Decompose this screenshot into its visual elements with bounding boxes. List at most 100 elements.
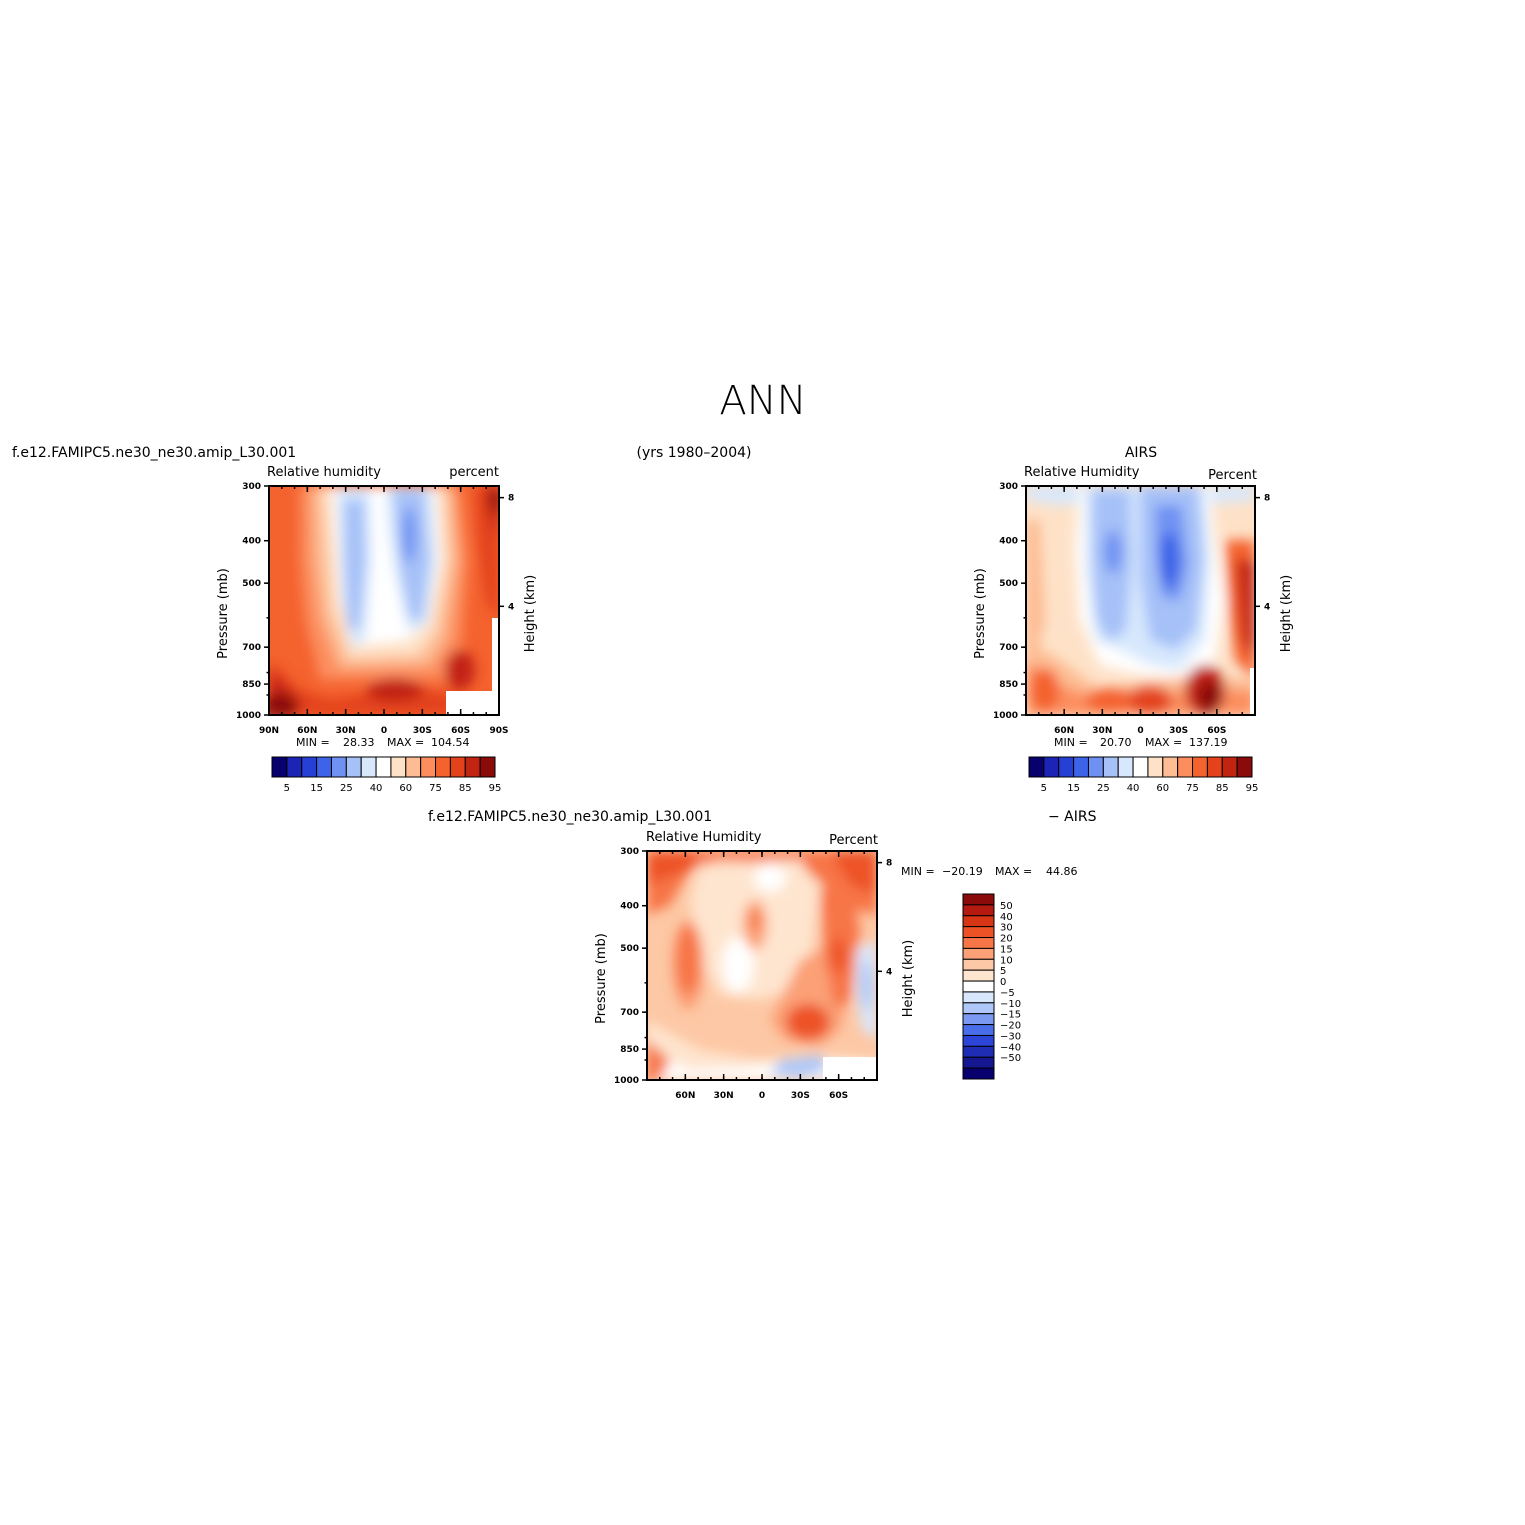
obs-colorbar-swatch — [1221, 756, 1238, 778]
diff-ytick-label: 300 — [620, 847, 639, 857]
model-colorbar-swatch — [271, 756, 288, 778]
model-xtick-label: 0 — [381, 726, 387, 736]
model-colorbar-label: 25 — [340, 783, 353, 794]
diff-ytick-label: 700 — [620, 1008, 639, 1018]
obs-colorbar-label: 40 — [1127, 783, 1140, 794]
diff-xtick-label: 0 — [759, 1091, 765, 1101]
model-max-value: 104.54 — [431, 736, 470, 749]
model-ytick-label: 1000 — [236, 711, 261, 721]
years-label: (yrs 1980–2004) — [637, 445, 752, 461]
model-ytick-label: 850 — [242, 680, 261, 690]
page-title: ANN — [719, 378, 806, 424]
diff-xtick-label: 60S — [829, 1091, 848, 1101]
diff-xtick-label: 30N — [714, 1091, 734, 1101]
model-ylabel: Pressure (mb) — [216, 568, 231, 659]
diff-colorbar-swatch — [962, 1002, 995, 1015]
model-colorbar-swatch — [390, 756, 407, 778]
diff-colorbar-swatch — [962, 1067, 995, 1080]
diff-plot-title: Relative Humidity — [646, 830, 762, 845]
model-colorbar-swatch — [479, 756, 496, 778]
diff-colorbar-swatch — [962, 947, 995, 960]
obs-panel: Relative Humidity Percent — [973, 465, 1294, 794]
obs-colorbar-swatch — [1043, 756, 1060, 778]
model-xtick-label: 60N — [297, 726, 317, 736]
model-units: percent — [449, 465, 499, 480]
obs-colorbar-swatch — [1177, 756, 1194, 778]
model-colorbar-swatch — [464, 756, 481, 778]
obs-ytick-label: 850 — [999, 680, 1018, 690]
model-min-label: MIN = — [296, 736, 330, 749]
obs-xtick-label: 60N — [1054, 726, 1074, 736]
model-colorbar: 5 15 25 40 60 75 85 95 — [271, 756, 502, 794]
diff-colorbar-swatch — [962, 893, 995, 906]
model-xtick-label: 30S — [413, 726, 432, 736]
obs-max-label: MAX = — [1145, 736, 1182, 749]
model-xtick-label: 90S — [489, 726, 508, 736]
model-ytick-label: 300 — [242, 482, 261, 492]
obs-colorbar-swatch — [1206, 756, 1223, 778]
model-max-label: MAX = — [387, 736, 424, 749]
diff-colorbar-label: −5 — [1000, 988, 1015, 999]
model-panel: Relative humidity percent — [216, 465, 538, 794]
model-ytick-label: 700 — [242, 643, 261, 653]
model-colorbar-swatch — [405, 756, 422, 778]
obs-colorbar: 5 15 25 40 60 75 85 95 — [1028, 756, 1259, 794]
obs-colorbar-swatch — [1117, 756, 1134, 778]
obs-units: Percent — [1208, 468, 1257, 483]
model-colorbar-swatch — [286, 756, 303, 778]
model-colorbar-swatch — [301, 756, 318, 778]
diff-colorbar-swatch — [962, 937, 995, 949]
model-colorbar-label: 60 — [399, 783, 412, 794]
model-colorbar-swatch — [375, 756, 392, 778]
obs-colorbar-label: 95 — [1246, 783, 1259, 794]
model-colorbar-swatch — [435, 756, 451, 778]
diff-colorbar-swatch — [962, 926, 995, 939]
obs-colorbar-swatch — [1102, 756, 1119, 778]
obs-colorbar-swatch — [1028, 756, 1045, 778]
diff-colorbar-swatch — [962, 980, 995, 993]
obs-ytick-label: 700 — [999, 643, 1018, 653]
obs-colorbar-label: 75 — [1186, 783, 1199, 794]
diff-colorbar-swatch — [962, 904, 995, 917]
diff-min-value: −20.19 — [942, 865, 983, 878]
diff-y2tick-label: 4 — [886, 967, 892, 977]
model-y2tick-label: 4 — [508, 602, 514, 612]
diff-field — [647, 851, 877, 1080]
obs-colorbar-label: 5 — [1041, 783, 1047, 794]
diff-colorbar-label: 50 — [1000, 901, 1013, 912]
obs-colorbar-label: 25 — [1097, 783, 1110, 794]
obs-ytick-label: 400 — [999, 537, 1018, 547]
model-colorbar-label: 75 — [429, 783, 442, 794]
obs-max-value: 137.19 — [1189, 736, 1228, 749]
diff-ytick-label: 850 — [620, 1045, 639, 1055]
model-y2tick-label: 8 — [508, 494, 514, 504]
diff-case-label: f.e12.FAMIPC5.ne30_ne30.amip_L30.001 — [428, 809, 712, 825]
diff-colorbar-label: −20 — [1000, 1021, 1021, 1032]
obs-colorbar-label: 85 — [1216, 783, 1229, 794]
obs-colorbar-swatch — [1073, 756, 1089, 778]
model-colorbar-swatch — [449, 756, 466, 778]
model-colorbar-swatch — [316, 756, 332, 778]
model-colorbar-swatch — [345, 756, 362, 778]
diff-colorbar-label: 30 — [1000, 923, 1013, 934]
diff-y2label: Height (km) — [901, 940, 916, 1017]
diff-colorbar-label: 5 — [1000, 966, 1006, 977]
diff-colorbar-label: 20 — [1000, 934, 1013, 945]
model-xtick-label: 90N — [259, 726, 279, 736]
obs-colorbar-swatch — [1058, 756, 1075, 778]
obs-xtick-label: 30N — [1092, 726, 1112, 736]
diff-colorbar-label: 10 — [1000, 955, 1013, 966]
obs-ytick-label: 1000 — [993, 711, 1018, 721]
model-colorbar-label: 95 — [489, 783, 502, 794]
diff-colorbar-label: −10 — [1000, 999, 1021, 1010]
diff-colorbar-swatch — [962, 1045, 995, 1058]
diff-axes: 300 400 500 700 850 1000 60N 30N 0 30S 60S 8 4 Pressu… — [594, 847, 916, 1101]
diff-colorbar-label: −15 — [1000, 1010, 1021, 1021]
obs-y2label: Height (km) — [1279, 575, 1294, 652]
obs-plot-title: Relative Humidity — [1024, 465, 1140, 480]
obs-min-value: 20.70 — [1100, 736, 1132, 749]
diff-xtick-label: 30S — [791, 1091, 810, 1101]
model-colorbar-label: 40 — [370, 783, 383, 794]
